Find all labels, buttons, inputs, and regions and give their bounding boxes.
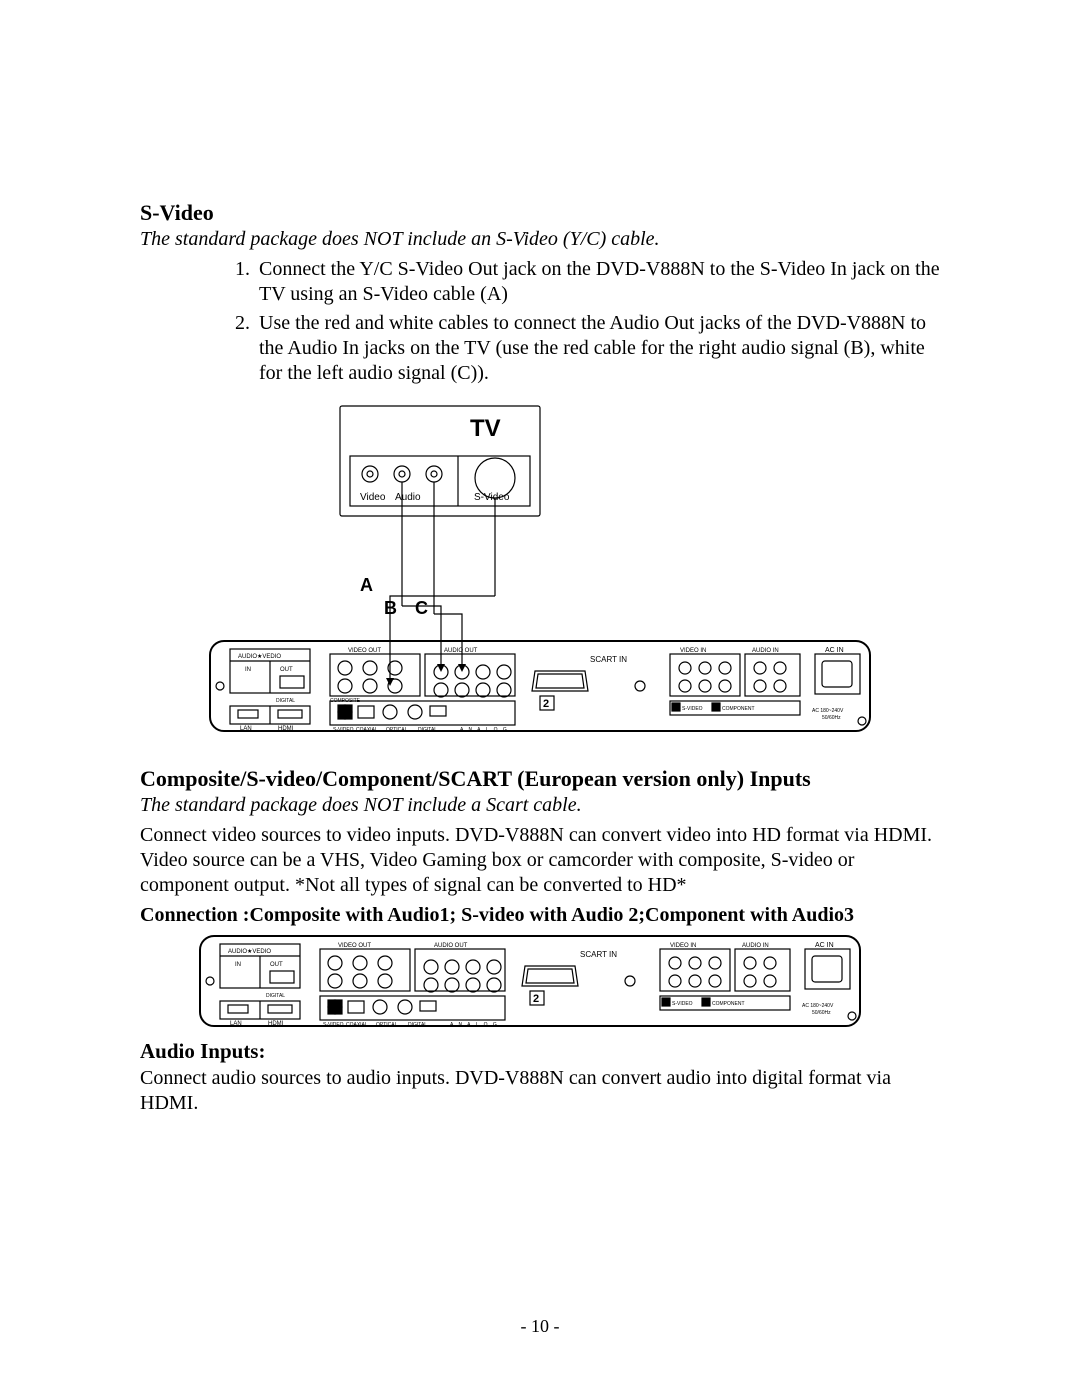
svideo-steps: Connect the Y/C S-Video Out jack on the … xyxy=(140,257,940,386)
panel-svideo-out: S-VIDEO xyxy=(333,727,354,733)
svg-text:HDMI: HDMI xyxy=(268,1021,284,1027)
cable-B: B xyxy=(384,598,397,618)
panel-ac-hz: 50/60Hz xyxy=(822,715,841,721)
tv-label: TV xyxy=(470,415,501,442)
panel-svideo-in: S-VIDEO xyxy=(682,706,703,712)
panel-scart: SCART IN xyxy=(590,655,627,664)
panel-out: OUT xyxy=(280,667,293,673)
svg-text:LAN: LAN xyxy=(230,1021,242,1027)
tv-jack-svideo: S-Video xyxy=(474,492,510,503)
panel-diagram-2: AUDIO★VEDIO IN OUT DIGITAL LAN HDMI VIDE… xyxy=(180,931,880,1031)
svg-text:OUT: OUT xyxy=(270,962,283,968)
svideo-diagram: TV Video Audio S-Video xyxy=(190,396,890,746)
svg-text:AUDIO★VEDIO: AUDIO★VEDIO xyxy=(228,948,271,955)
svg-text:IN: IN xyxy=(235,962,241,968)
panel-av: AUDIO★VEDIO xyxy=(238,653,281,660)
connection-line: Connection :Composite with Audio1; S-vid… xyxy=(140,904,940,927)
cable-A: A xyxy=(360,575,373,595)
tv-jack-audio: Audio xyxy=(395,492,421,503)
composite-body: Connect video sources to video inputs. D… xyxy=(140,823,940,898)
panel-ac-in: AC IN xyxy=(825,647,844,654)
panel-video-in: VIDEO IN xyxy=(680,648,706,654)
svg-text:AUDIO OUT: AUDIO OUT xyxy=(434,943,468,949)
svg-text:A N A L O G: A N A L O G xyxy=(450,1022,499,1028)
svg-text:AC IN: AC IN xyxy=(815,942,834,949)
svg-text:S-VIDEO: S-VIDEO xyxy=(323,1022,344,1028)
svideo-heading: S-Video xyxy=(140,200,940,226)
svg-text:S-VIDEO: S-VIDEO xyxy=(672,1001,693,1007)
panel-hdmi: HDMI xyxy=(278,726,294,732)
panel-audio-out: AUDIO OUT xyxy=(444,648,478,654)
svg-text:SCART IN: SCART IN xyxy=(580,950,617,959)
svg-text:OPTICAL: OPTICAL xyxy=(376,1022,398,1028)
panel-audio-in: AUDIO IN xyxy=(752,648,779,654)
svg-text:AUDIO IN: AUDIO IN xyxy=(742,943,769,949)
panel-lan: LAN xyxy=(240,726,252,732)
panel-coax: COAXIAL xyxy=(356,727,378,733)
panel-optical: OPTICAL xyxy=(386,727,408,733)
svg-text:VIDEO IN: VIDEO IN xyxy=(670,943,696,949)
svg-text:COMPONENT: COMPONENT xyxy=(712,1001,745,1007)
panel-ac-volt: AC 180~240V xyxy=(812,708,844,714)
svg-text:2: 2 xyxy=(533,993,539,1005)
svideo-step-1: Connect the Y/C S-Video Out jack on the … xyxy=(255,257,940,307)
composite-heading: Composite/S-video/Component/SCART (Europ… xyxy=(140,766,940,792)
composite-note: The standard package does NOT include a … xyxy=(140,794,940,817)
svg-text:50/60Hz: 50/60Hz xyxy=(812,1010,831,1016)
panel-video-out: VIDEO OUT xyxy=(348,648,381,654)
audio-body: Connect audio sources to audio inputs. D… xyxy=(140,1066,940,1116)
tv-jack-video: Video xyxy=(360,492,386,503)
svg-text:VIDEO OUT: VIDEO OUT xyxy=(338,943,371,949)
panel-digital2: DIGITAL xyxy=(418,727,437,733)
panel-analog: A N A L O G xyxy=(460,727,509,733)
page-number: - 10 - xyxy=(0,1316,1080,1337)
svg-text:COAXIAL: COAXIAL xyxy=(346,1022,368,1028)
panel-component: COMPONENT xyxy=(722,706,755,712)
page-content: S-Video The standard package does NOT in… xyxy=(0,0,1080,1397)
cable-C: C xyxy=(415,598,428,618)
svg-text:DIGITAL: DIGITAL xyxy=(266,993,285,999)
svideo-step-2: Use the red and white cables to connect … xyxy=(255,311,940,386)
panel-digital: DIGITAL xyxy=(276,698,295,704)
svg-text:DIGITAL: DIGITAL xyxy=(408,1022,427,1028)
svg-text:AC 180~240V: AC 180~240V xyxy=(802,1003,834,1009)
panel-in: IN xyxy=(245,667,251,673)
svideo-note: The standard package does NOT include an… xyxy=(140,228,940,251)
panel-marker: 2 xyxy=(543,698,549,710)
audio-heading: Audio Inputs: xyxy=(140,1039,940,1064)
